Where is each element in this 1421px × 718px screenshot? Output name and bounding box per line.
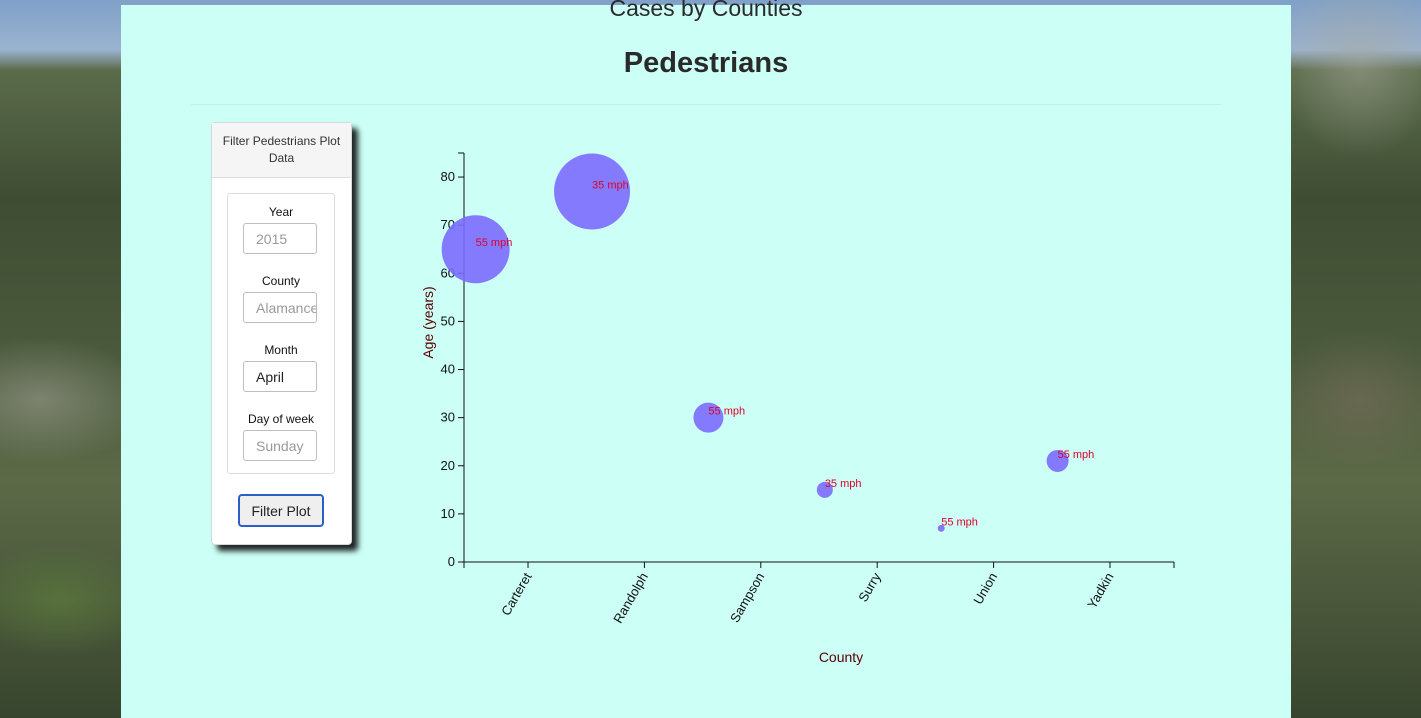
bubble bbox=[554, 153, 631, 230]
bubble bbox=[693, 402, 724, 433]
bubble bbox=[816, 481, 833, 498]
y-tick-label: 50 bbox=[441, 313, 455, 328]
bubble bbox=[441, 215, 510, 284]
chart-title: Pedestrians bbox=[623, 47, 789, 79]
bubble bbox=[937, 524, 945, 532]
divider bbox=[191, 104, 1221, 105]
bubble-label: 55 mph bbox=[941, 516, 978, 528]
month-label: Month bbox=[264, 343, 298, 357]
bubble-label: 35 mph bbox=[825, 478, 862, 490]
y-axis-title: Age (years) bbox=[420, 286, 436, 358]
x-tick-label: Union bbox=[970, 570, 1000, 607]
filter-card: Filter Pedestrians Plot Data Year County… bbox=[211, 122, 352, 545]
bubble-label: 35 mph bbox=[592, 179, 629, 191]
x-tick-label: Sampson bbox=[727, 570, 767, 625]
bubbles: 55 mph 35 mph 55 mph 35 mph 55 mph 55 mph bbox=[441, 153, 1095, 532]
day-of-week-label: Day of week bbox=[247, 412, 315, 426]
county-label: County bbox=[261, 274, 301, 288]
filter-card-header: Filter Pedestrians Plot Data bbox=[212, 123, 351, 178]
x-axis: Carteret Randolph Sampson Surry Union Yadkin bbox=[463, 561, 1175, 626]
y-tick-label: 40 bbox=[441, 362, 455, 377]
county-input[interactable] bbox=[243, 292, 317, 323]
day-of-week-input[interactable] bbox=[243, 430, 317, 461]
month-input[interactable] bbox=[243, 361, 317, 392]
year-label: Year bbox=[268, 205, 294, 219]
x-tick-label: Yadkin bbox=[1084, 570, 1116, 611]
y-tick-label: 0 bbox=[448, 554, 455, 569]
filter-plot-button[interactable]: Filter Plot bbox=[238, 494, 324, 527]
x-tick-label: Randolph bbox=[610, 570, 651, 626]
x-tick-label: Carteret bbox=[498, 570, 535, 619]
x-axis-title: County bbox=[819, 649, 863, 665]
y-tick-label: 30 bbox=[441, 410, 455, 425]
y-tick-label: 80 bbox=[441, 169, 455, 184]
bubble-label: 55 mph bbox=[708, 406, 745, 418]
bubble-label: 55 mph bbox=[476, 237, 513, 249]
section-title: Cases by Counties bbox=[609, 0, 803, 21]
x-tick-label: Surry bbox=[855, 570, 884, 605]
y-tick-label: 10 bbox=[441, 506, 455, 521]
filter-form: Year County Month Day of week bbox=[227, 193, 335, 474]
bubble bbox=[1046, 449, 1069, 472]
content-panel: Cases by Counties Pedestrians Filter Ped… bbox=[121, 0, 1291, 718]
bubble-label: 55 mph bbox=[1058, 449, 1095, 461]
y-tick-label: 20 bbox=[441, 458, 455, 473]
year-input[interactable] bbox=[243, 223, 317, 254]
